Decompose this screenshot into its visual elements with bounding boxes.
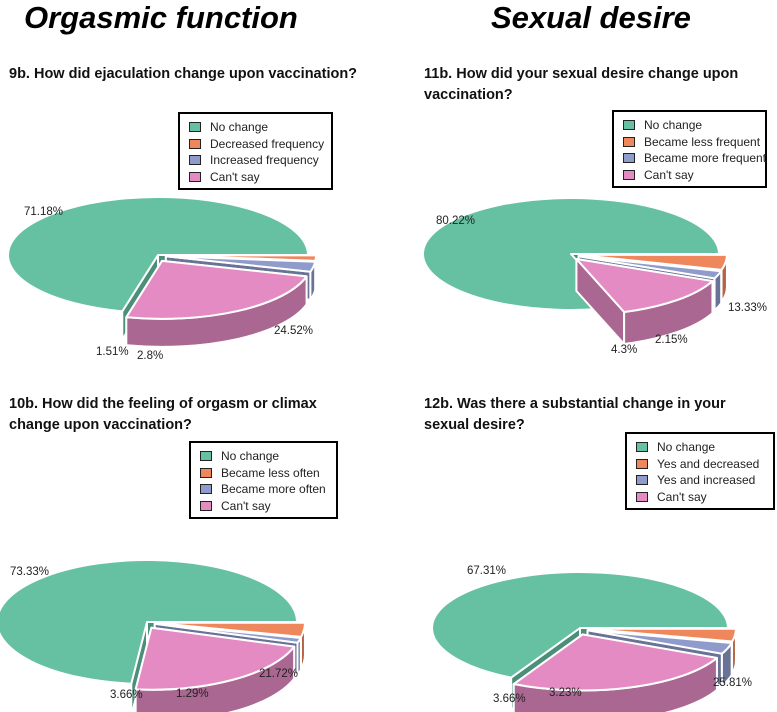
pct-label-12b-increased: 3.23% [549,687,582,699]
pct-label-9b-no-change: 71.18% [24,206,64,218]
legend-swatch-green [200,451,212,462]
pct-label-12b-decreased: 3.66% [493,693,526,705]
pct-label-10b-less-often: 3.66% [110,689,143,701]
chart-title-11b: 11b. How did your sexual desire change u… [424,66,739,103]
section-title-sexual-desire: Sexual desire [491,0,691,35]
legend-label: Yes and decreased [657,456,760,471]
legend-swatch-pink [200,500,212,511]
pct-label-12b-cant-say: 25.81% [713,677,753,689]
legend-item: Increased frequency [189,152,325,169]
legend-label: Can't say [657,489,707,504]
legend-label: Became less often [221,465,320,480]
legend-item: No change [623,117,759,134]
legend-item: Can't say [623,167,759,184]
pie-slice-cant-say [575,257,714,346]
legend-item: Became more frequent [623,150,766,167]
legend-item: Yes and decreased [636,456,767,473]
pct-label-10b-no-change: 73.33% [10,566,50,578]
legend-swatch-orange [623,136,635,147]
legend-swatch-pink [623,169,635,180]
chart-title-10b: 10b. How did the feeling of orgasm or cl… [9,396,317,433]
legend-label: Became more frequent [644,151,767,166]
pct-label-11b-more-frequent: 2.15% [655,334,688,346]
legend-swatch-green [623,120,635,131]
legend-swatch-blue [189,155,201,166]
pct-label-10b-cant-say: 21.72% [259,668,299,680]
legend-label: Can't say [221,498,271,513]
legend-swatch-pink [636,491,648,502]
pct-label-11b-less-frequent: 4.3% [611,344,638,356]
legend-item: Decreased frequency [189,136,325,153]
legend-item: No change [200,448,330,465]
legend-item: No change [636,439,767,456]
pct-label-9b-cant-say: 24.52% [274,325,314,337]
legend-label: Can't say [210,169,260,184]
legend-swatch-blue [636,475,648,486]
legend-label: Became more often [221,482,326,497]
legend-label: Became less frequent [644,134,761,149]
pct-label-11b-cant-say: 13.33% [728,302,768,314]
legend-item: Can't say [636,489,767,506]
legend-12b: No change Yes and decreased Yes and incr… [625,432,775,510]
legend-item: Can't say [200,498,330,515]
legend-item: Became more often [200,481,330,498]
pie-slice-cant-say [125,259,308,348]
legend-swatch-orange [636,458,648,469]
pct-label-12b-no-change: 67.31% [467,565,507,577]
legend-label: Can't say [644,167,694,182]
legend-swatch-blue [200,484,212,495]
legend-item: Can't say [189,169,325,186]
legend-label: Yes and increased [657,473,756,488]
legend-9b: No change Decreased frequency Increased … [178,112,333,190]
pie-slice-cant-say [512,633,718,712]
legend-label: Increased frequency [210,153,319,168]
legend-label: No change [210,120,269,135]
legend-item: Became less frequent [623,134,761,151]
pct-label-9b-increased: 2.8% [137,350,164,362]
legend-swatch-green [189,122,201,133]
legend-label: No change [221,449,280,464]
pct-label-9b-decreased: 1.51% [96,346,129,358]
legend-11b: No change Became less frequent Became mo… [612,110,767,188]
chart-title-12b: 12b. Was there a substantial change in y… [424,396,726,433]
pct-label-11b-no-change: 80.22% [436,215,476,227]
legend-swatch-blue [623,153,635,164]
legend-label: No change [657,440,716,455]
section-title-orgasmic-function: Orgasmic function [24,0,298,35]
legend-label: Decreased frequency [210,136,325,151]
legend-swatch-pink [189,171,201,182]
pie-slice-cant-say [134,626,296,712]
legend-item: No change [189,119,325,136]
legend-swatch-green [636,442,648,453]
legend-10b: No change Became less often Became more … [189,441,338,519]
legend-swatch-orange [189,138,201,149]
legend-item: Yes and increased [636,472,767,489]
legend-item: Became less often [200,465,330,482]
chart-title-9b: 9b. How did ejaculation change upon vacc… [9,66,358,82]
pct-label-10b-more-often: 1.29% [176,688,209,700]
legend-swatch-orange [200,467,212,478]
legend-label: No change [644,118,703,133]
